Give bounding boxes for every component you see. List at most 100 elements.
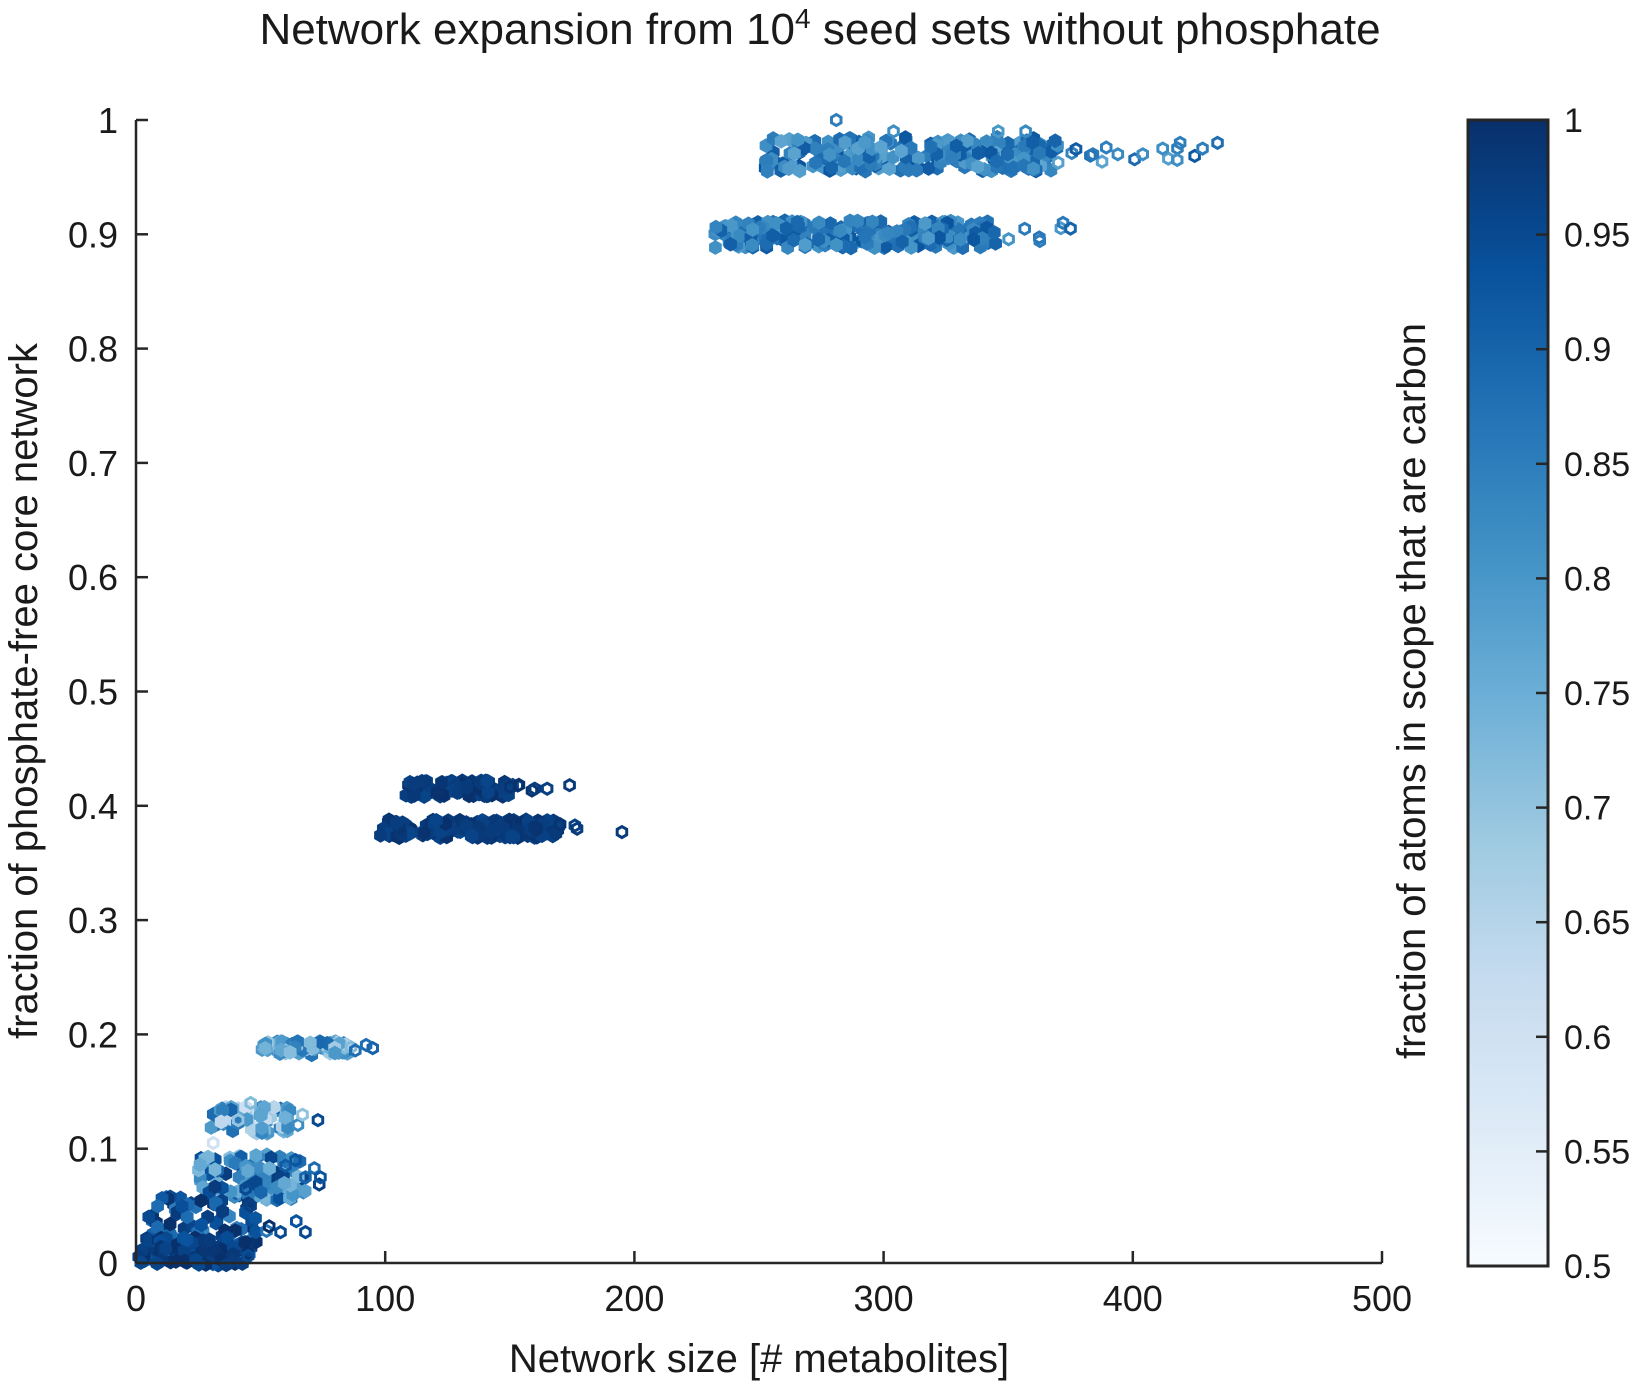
data-point-256 xyxy=(924,139,938,155)
x-tick-label-5: 500 xyxy=(1352,1278,1412,1319)
data-point-470 xyxy=(987,225,1001,240)
data-point-247 xyxy=(1027,161,1040,177)
colorbar: 0.5 0.55 0.6 0.65 0.7 0.75 0.8 0.85 0.9 0.95 1 fra… xyxy=(1390,102,1630,1286)
colorbar-tick-label-10: 1 xyxy=(1564,102,1583,140)
data-point-862 xyxy=(303,1035,317,1051)
data-point-245 xyxy=(1033,145,1046,161)
colorbar-tick-label-4: 0.7 xyxy=(1564,790,1611,828)
data-point-490 xyxy=(709,240,722,255)
scatter-points xyxy=(132,112,1224,1273)
data-point-473 xyxy=(790,214,804,230)
data-point-1241 xyxy=(1086,147,1100,162)
data-point-511 xyxy=(812,231,825,247)
data-point-860 xyxy=(328,1045,342,1061)
data-point-925 xyxy=(216,1102,230,1118)
data-point-681 xyxy=(429,812,443,828)
data-point-519 xyxy=(918,216,932,231)
data-point-1251 xyxy=(570,821,584,836)
data-point-219 xyxy=(791,132,805,148)
data-point-1256 xyxy=(349,1043,362,1058)
data-point-1107 xyxy=(151,1198,164,1214)
data-point-266 xyxy=(1069,141,1083,157)
data-point-1261 xyxy=(279,1158,292,1174)
y-tick-label-1: 0.1 xyxy=(68,1129,118,1170)
data-point-451 xyxy=(724,218,738,233)
colorbar-tick-label-9: 0.95 xyxy=(1564,217,1630,255)
chart-title: Network expansion from 104 seed sets wit… xyxy=(259,3,1380,54)
data-point-1031 xyxy=(249,1148,263,1163)
data-point-230 xyxy=(1026,135,1039,150)
data-point-931 xyxy=(255,1120,269,1136)
y-tick-label-9: 0.9 xyxy=(68,214,118,255)
x-tick-label-0: 0 xyxy=(126,1278,146,1319)
data-point-233 xyxy=(760,164,774,179)
data-point-654 xyxy=(374,828,387,843)
data-point-1245 xyxy=(1173,135,1187,151)
x-tick-label-4: 400 xyxy=(1103,1278,1163,1319)
data-point-1257 xyxy=(311,1112,325,1128)
data-point-215 xyxy=(1007,160,1020,176)
data-point-1100 xyxy=(142,1209,156,1225)
data-point-261 xyxy=(1051,155,1065,170)
data-point-1030 xyxy=(254,1184,268,1200)
data-point-239 xyxy=(823,147,837,163)
data-point-516 xyxy=(746,222,760,237)
data-point-1246 xyxy=(1196,141,1209,156)
data-point-1266 xyxy=(244,1095,257,1111)
data-point-503 xyxy=(895,234,909,250)
data-point-469 xyxy=(769,215,783,231)
data-point-672 xyxy=(417,825,431,841)
data-point-1244 xyxy=(1156,141,1169,156)
data-point-678 xyxy=(505,828,519,844)
data-point-518 xyxy=(922,230,935,246)
y-tick-label-4: 0.4 xyxy=(68,786,118,827)
x-ticks: 0 100 200 300 400 500 xyxy=(126,1251,1412,1319)
data-point-1123 xyxy=(249,1224,263,1240)
y-tick-label-0: 0 xyxy=(98,1243,118,1284)
data-point-1103 xyxy=(194,1217,208,1233)
data-point-258 xyxy=(910,162,923,178)
data-point-684 xyxy=(568,818,582,833)
x-tick-label-3: 300 xyxy=(854,1278,914,1319)
data-point-1217 xyxy=(203,1232,216,1248)
data-point-223 xyxy=(782,161,796,177)
chart-title-main: Network expansion from 10 xyxy=(259,5,795,54)
data-point-243 xyxy=(837,153,851,169)
data-point-1135 xyxy=(262,1219,276,1234)
data-point-501 xyxy=(866,214,879,230)
data-point-1127 xyxy=(163,1216,177,1232)
data-point-1119 xyxy=(194,1193,208,1209)
data-point-520 xyxy=(1033,230,1046,245)
data-point-1115 xyxy=(180,1209,194,1225)
data-point-1242 xyxy=(1111,147,1125,162)
data-point-506 xyxy=(766,228,780,244)
data-point-1247 xyxy=(1211,135,1224,151)
data-point-1120 xyxy=(175,1198,189,1214)
data-point-1226 xyxy=(159,1241,173,1257)
data-point-1239 xyxy=(992,124,1005,139)
data-point-491 xyxy=(787,232,801,248)
data-point-1252 xyxy=(563,777,576,793)
data-point-1248 xyxy=(1056,215,1070,231)
data-point-262 xyxy=(1065,145,1078,161)
data-point-772 xyxy=(406,776,420,792)
data-point-1029 xyxy=(208,1179,222,1195)
x-axis-label: Network size [# metabolites] xyxy=(509,1337,1009,1381)
data-point-781 xyxy=(525,783,539,798)
data-point-683 xyxy=(553,817,567,832)
data-point-1005 xyxy=(263,1161,276,1176)
colorbar-tick-label-2: 0.6 xyxy=(1564,1019,1611,1057)
data-point-504 xyxy=(830,237,843,253)
data-point-1004 xyxy=(251,1159,265,1175)
data-point-476 xyxy=(733,228,747,244)
data-point-1234 xyxy=(189,1252,203,1268)
data-point-241 xyxy=(809,155,823,171)
data-point-512 xyxy=(745,237,759,253)
data-point-1133 xyxy=(260,1223,273,1239)
colorbar-gradient xyxy=(1466,118,1550,1268)
data-point-1028 xyxy=(277,1175,291,1191)
data-point-1020 xyxy=(241,1163,255,1179)
colorbar-tick-label-7: 0.85 xyxy=(1564,446,1630,484)
data-point-856 xyxy=(283,1045,297,1060)
data-point-1129 xyxy=(216,1203,229,1219)
